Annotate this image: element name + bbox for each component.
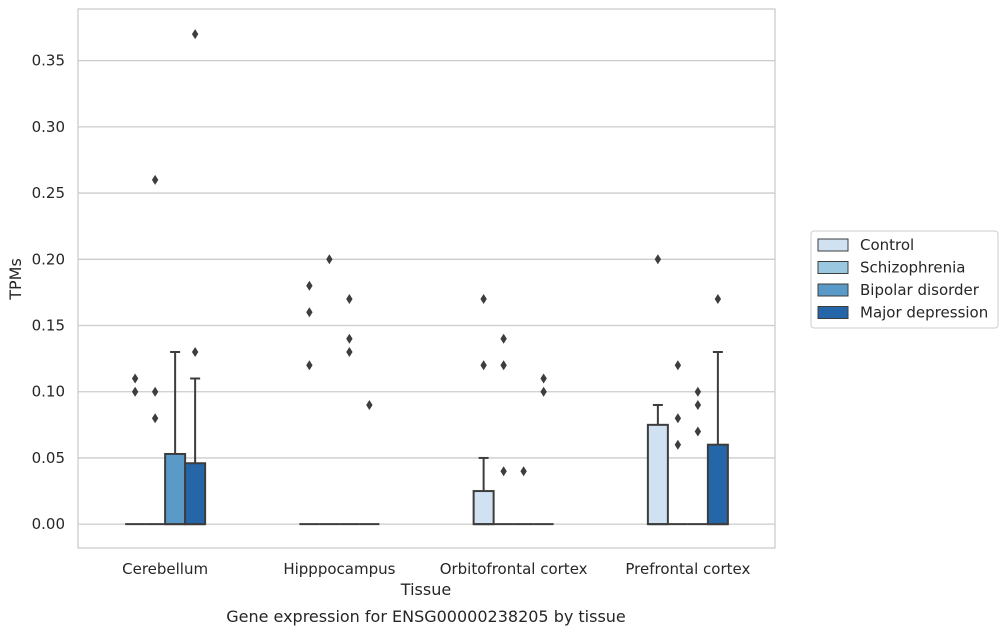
y-tick-label: 0.00 — [32, 515, 65, 533]
x-tick-label: Orbitofrontal cortex — [440, 560, 588, 578]
outlier-point — [346, 347, 353, 357]
x-tick-label: Prefrontal cortex — [625, 560, 750, 578]
outlier-point — [326, 254, 333, 265]
box-bipolar-disorder — [687, 386, 708, 526]
x-axis-label: Tissue — [400, 580, 451, 599]
y-tick-label: 0.20 — [32, 250, 65, 268]
outlier-point — [151, 174, 159, 185]
box-schizophrenia — [319, 254, 340, 526]
legend-frame — [810, 230, 999, 329]
y-axis-label: TPMs — [6, 258, 25, 301]
outlier-point — [480, 294, 487, 305]
outlier-point — [674, 413, 682, 424]
legend-label: Bipolar disorder — [860, 281, 980, 299]
y-tick-labels: 0.00 0.05 0.10 0.15 0.20 0.25 0.30 0.35 — [32, 52, 65, 534]
x-tick-label: Cerebellum — [122, 560, 208, 578]
outlier-point — [500, 360, 507, 371]
box-major-depression — [184, 29, 207, 526]
box-bipolar-disorder — [513, 466, 534, 526]
outlier-point — [151, 386, 159, 397]
y-tick-label: 0.15 — [32, 317, 65, 335]
outlier-point — [694, 399, 702, 410]
legend-swatch — [817, 283, 849, 297]
outlier-point — [151, 413, 159, 424]
box-control — [646, 254, 669, 526]
box-schizophrenia — [493, 333, 514, 526]
outlier-point — [500, 466, 507, 477]
box-major-depression — [359, 399, 380, 526]
outlier-point — [654, 254, 662, 265]
box-body — [646, 423, 669, 526]
outlier-point — [366, 399, 373, 410]
outlier-point — [191, 29, 199, 40]
box-body — [184, 462, 207, 526]
box-body — [164, 452, 187, 526]
legend-swatch — [817, 238, 849, 252]
x-tick-labels: Cerebellum Hipppocampus Orbitofrontal cort… — [122, 560, 750, 578]
box-body — [472, 490, 495, 526]
box-major-depression — [533, 373, 554, 526]
outlier-point — [694, 386, 702, 397]
outlier-point — [346, 294, 353, 305]
outlier-point — [131, 386, 139, 397]
y-tick-label: 0.30 — [32, 118, 65, 136]
box-bipolar-disorder — [339, 294, 360, 526]
outlier-point — [520, 466, 527, 477]
outlier-point — [306, 360, 313, 371]
box-control — [299, 280, 320, 526]
outlier-point — [306, 280, 313, 291]
outlier-point — [674, 439, 682, 450]
outlier-point — [674, 360, 682, 371]
legend-label: Control — [860, 236, 914, 254]
chart-caption: Gene expression for ENSG00000238205 by t… — [226, 607, 626, 626]
outlier-point — [346, 333, 353, 344]
outlier-point — [131, 373, 139, 384]
y-tick-label: 0.35 — [32, 52, 65, 70]
legend-label: Major depression — [860, 304, 988, 322]
box-plots — [125, 29, 729, 526]
box-major-depression — [706, 294, 729, 526]
box-schizophrenia — [145, 174, 166, 526]
y-tick-label: 0.10 — [32, 383, 65, 401]
outlier-point — [306, 307, 313, 318]
outlier-point — [191, 347, 199, 357]
box-control — [472, 294, 495, 526]
legend-swatch — [817, 306, 849, 319]
y-tick-label: 0.05 — [32, 449, 65, 467]
legend: Control Schizophrenia Bipolar disorder Majo… — [810, 230, 999, 329]
box-control — [125, 373, 146, 526]
legend-label: Schizophrenia — [860, 259, 965, 277]
outlier-point — [694, 426, 702, 437]
box-bipolar-disorder — [164, 351, 187, 526]
plot-frame — [77, 8, 776, 549]
box-schizophrenia — [667, 360, 688, 526]
outlier-point — [540, 386, 547, 397]
outlier-point — [480, 360, 487, 371]
box-body — [706, 443, 729, 526]
x-tick-label: Hipppocampus — [283, 560, 395, 578]
outlier-point — [500, 333, 507, 344]
outlier-point — [714, 294, 722, 305]
y-tick-label: 0.25 — [32, 184, 65, 202]
outlier-point — [540, 373, 547, 384]
legend-swatch — [817, 261, 849, 274]
